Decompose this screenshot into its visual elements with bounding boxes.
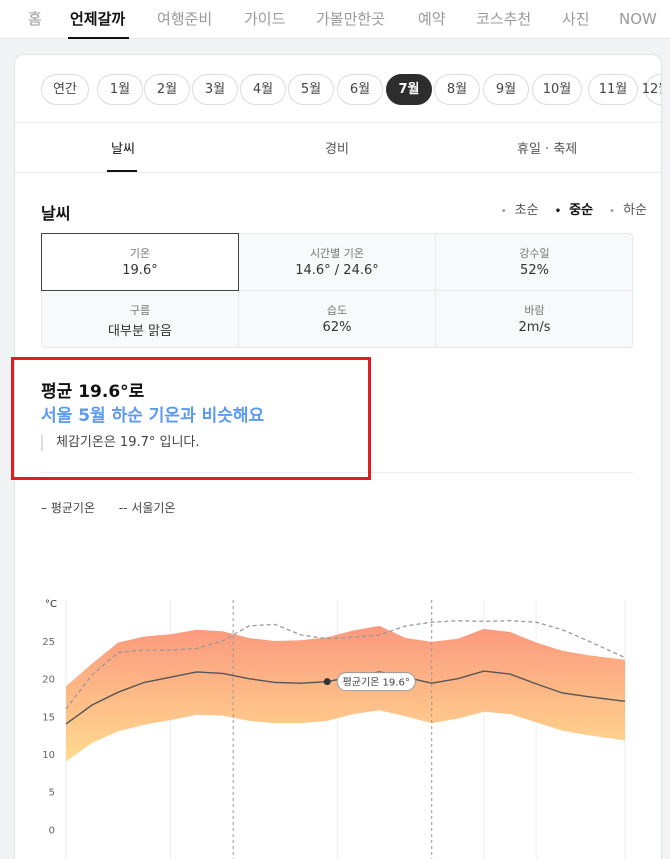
stat-rain-days[interactable]: 강수일 52% bbox=[436, 234, 633, 291]
month-pill-3[interactable]: 3월 bbox=[192, 74, 238, 105]
nav-active-underline bbox=[68, 37, 129, 39]
content-tabs: 날씨 경비 휴일 · 축제 bbox=[15, 123, 661, 173]
highlight-box bbox=[11, 357, 371, 480]
y-tick-label: 5 bbox=[49, 788, 55, 799]
bullet-icon: • bbox=[554, 206, 562, 217]
period-filter: • 초순 • 중순 • 하순 bbox=[489, 199, 647, 218]
month-pill-12[interactable]: 12월 bbox=[642, 74, 661, 105]
legend-average: – 평균기온 bbox=[41, 501, 95, 515]
seoul-temperature-line bbox=[65, 620, 626, 710]
legend-average-label: 평균기온 bbox=[50, 501, 95, 515]
y-tick-label: 25 bbox=[42, 637, 55, 648]
month-pill-1[interactable]: 1월 bbox=[97, 74, 143, 105]
point-label-text: 평균기온 19.6° bbox=[343, 677, 410, 689]
summary-title: 평균 19.6°로 bbox=[41, 382, 145, 402]
tab-active-underline bbox=[107, 170, 137, 172]
stat-humidity[interactable]: 습도 62% bbox=[239, 291, 436, 348]
month-pill-annual[interactable]: 연간 bbox=[41, 74, 89, 105]
stat-value: 2m/s bbox=[518, 320, 551, 335]
month-pill-2[interactable]: 2월 bbox=[144, 74, 190, 105]
stat-value: 19.6° bbox=[122, 263, 158, 278]
stat-temperature[interactable]: 기온 19.6° bbox=[41, 233, 239, 291]
filter-early[interactable]: • 초순 bbox=[495, 203, 539, 218]
nav-item-now[interactable]: NOW bbox=[619, 10, 657, 28]
nav-item-home[interactable]: 홈 bbox=[28, 10, 42, 28]
y-tick-label: 0 bbox=[49, 825, 55, 836]
nav-item-booking[interactable]: 예약 bbox=[418, 10, 446, 28]
month-pill-6[interactable]: 6월 bbox=[337, 74, 383, 105]
month-pill-11[interactable]: 11월 bbox=[588, 74, 638, 105]
stat-wind[interactable]: 바람 2m/s bbox=[436, 291, 633, 348]
legend-seoul-label: 서울기온 bbox=[131, 501, 176, 515]
month-pill-10[interactable]: 10월 bbox=[532, 74, 582, 105]
month-pill-8[interactable]: 8월 bbox=[434, 74, 480, 105]
nav-item-course[interactable]: 코스추천 bbox=[476, 10, 532, 28]
filter-late[interactable]: • 하순 bbox=[603, 203, 647, 218]
tab-cost[interactable]: 경비 bbox=[325, 142, 349, 157]
chart-legend: – 평균기온 -- 서울기온 bbox=[41, 499, 195, 516]
month-pill-5[interactable]: 5월 bbox=[288, 74, 334, 105]
stat-hourly-temp[interactable]: 시간별 기온 14.6° / 24.6° bbox=[239, 234, 436, 291]
filter-mid[interactable]: • 중순 bbox=[549, 203, 593, 218]
stat-label: 시간별 기온 bbox=[309, 247, 365, 260]
top-navigation: 홈 언제갈까 여행준비 가이드 가볼만한곳 예약 코스추천 사진 NOW bbox=[0, 0, 670, 39]
nav-item-guide[interactable]: 가이드 bbox=[244, 10, 286, 28]
filter-mid-label: 중순 bbox=[569, 203, 594, 218]
weather-card: 연간 1월 2월 3월 4월 5월 6월 7월 8월 9월 10월 11월 12… bbox=[14, 54, 662, 859]
y-tick-label: 10 bbox=[42, 750, 55, 761]
summary-comparison: 서울 5월 하순 기온과 비슷해요 bbox=[41, 406, 265, 426]
filter-early-label: 초순 bbox=[514, 203, 539, 218]
tab-weather[interactable]: 날씨 bbox=[111, 142, 135, 157]
stat-label: 강수일 bbox=[519, 247, 550, 260]
stat-label: 기온 bbox=[129, 247, 151, 260]
y-tick-label: 15 bbox=[42, 712, 55, 723]
tab-holiday[interactable]: 휴일 · 축제 bbox=[517, 142, 578, 157]
stat-value: 14.6° / 24.6° bbox=[295, 263, 379, 278]
nav-item-places[interactable]: 가볼만한곳 bbox=[316, 10, 386, 28]
filter-late-label: 하순 bbox=[623, 203, 647, 218]
stat-label: 바람 bbox=[524, 304, 545, 317]
point-label-bubble bbox=[336, 672, 416, 692]
weather-stats-grid: 기온 19.6° 시간별 기온 14.6° / 24.6° 강수일 52% 구름… bbox=[41, 233, 633, 348]
stat-value: 52% bbox=[520, 263, 549, 278]
y-axis-unit: °C bbox=[45, 599, 57, 610]
bullet-icon: • bbox=[500, 206, 507, 217]
stat-label: 습도 bbox=[326, 304, 348, 317]
summary-feels-like: 체감기온은 19.7° 입니다. bbox=[41, 435, 200, 451]
bullet-icon: • bbox=[609, 206, 616, 217]
month-pill-9[interactable]: 9월 bbox=[483, 74, 529, 105]
stat-value: 대부분 맑음 bbox=[108, 324, 172, 339]
nav-item-when[interactable]: 언제갈까 bbox=[70, 10, 126, 28]
temperature-range-band bbox=[66, 625, 625, 762]
month-pill-4[interactable]: 4월 bbox=[240, 74, 286, 105]
month-pill-7[interactable]: 7월 bbox=[386, 74, 432, 105]
average-temperature-point bbox=[323, 678, 331, 686]
stat-label: 구름 bbox=[129, 304, 151, 317]
month-selector: 연간 1월 2월 3월 4월 5월 6월 7월 8월 9월 10월 11월 12… bbox=[15, 55, 661, 123]
section-title: 날씨 bbox=[41, 204, 71, 223]
nav-item-photo[interactable]: 사진 bbox=[562, 10, 590, 28]
y-tick-label: 20 bbox=[42, 675, 55, 686]
stat-cloud[interactable]: 구름 대부분 맑음 bbox=[42, 291, 239, 348]
legend-seoul: -- 서울기온 bbox=[118, 501, 176, 515]
nav-item-prep[interactable]: 여행준비 bbox=[157, 10, 213, 28]
stat-value: 62% bbox=[322, 320, 352, 335]
divider bbox=[41, 472, 633, 473]
